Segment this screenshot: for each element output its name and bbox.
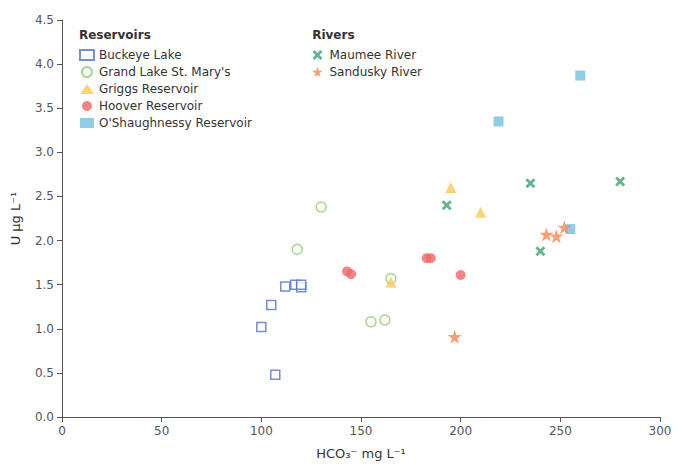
svg-text:Reservoirs: Reservoirs [79,28,151,42]
svg-text:Hoover Reservoir: Hoover Reservoir [99,99,202,113]
svg-text:4.0: 4.0 [35,57,54,71]
svg-text:0: 0 [58,424,66,438]
svg-text:50: 50 [154,424,169,438]
svg-text:2.0: 2.0 [35,234,54,248]
svg-text:Grand Lake St. Mary's: Grand Lake St. Mary's [99,65,231,79]
svg-text:4.5: 4.5 [35,13,54,27]
svg-text:Buckeye Lake: Buckeye Lake [99,48,182,62]
svg-text:Maumee River: Maumee River [329,48,416,62]
svg-text:Sandusky River: Sandusky River [329,65,422,79]
svg-text:250: 250 [549,424,572,438]
svg-text:100: 100 [250,424,273,438]
svg-text:HCO₃⁻ mg L⁻¹: HCO₃⁻ mg L⁻¹ [316,446,406,461]
svg-text:200: 200 [449,424,472,438]
svg-text:2.5: 2.5 [35,189,54,203]
svg-text:1.5: 1.5 [35,278,54,292]
svg-text:0.0: 0.0 [35,410,54,424]
svg-text:O'Shaughnessy Reservoir: O'Shaughnessy Reservoir [99,116,252,130]
svg-text:Griggs Reservoir: Griggs Reservoir [99,82,198,96]
svg-text:Rivers: Rivers [312,28,354,42]
svg-text:U µg L⁻¹: U µg L⁻¹ [8,192,23,246]
svg-text:300: 300 [649,424,672,438]
svg-text:3.0: 3.0 [35,145,54,159]
svg-text:0.5: 0.5 [35,366,54,380]
svg-text:1.0: 1.0 [35,322,54,336]
svg-text:150: 150 [350,424,373,438]
svg-text:3.5: 3.5 [35,101,54,115]
